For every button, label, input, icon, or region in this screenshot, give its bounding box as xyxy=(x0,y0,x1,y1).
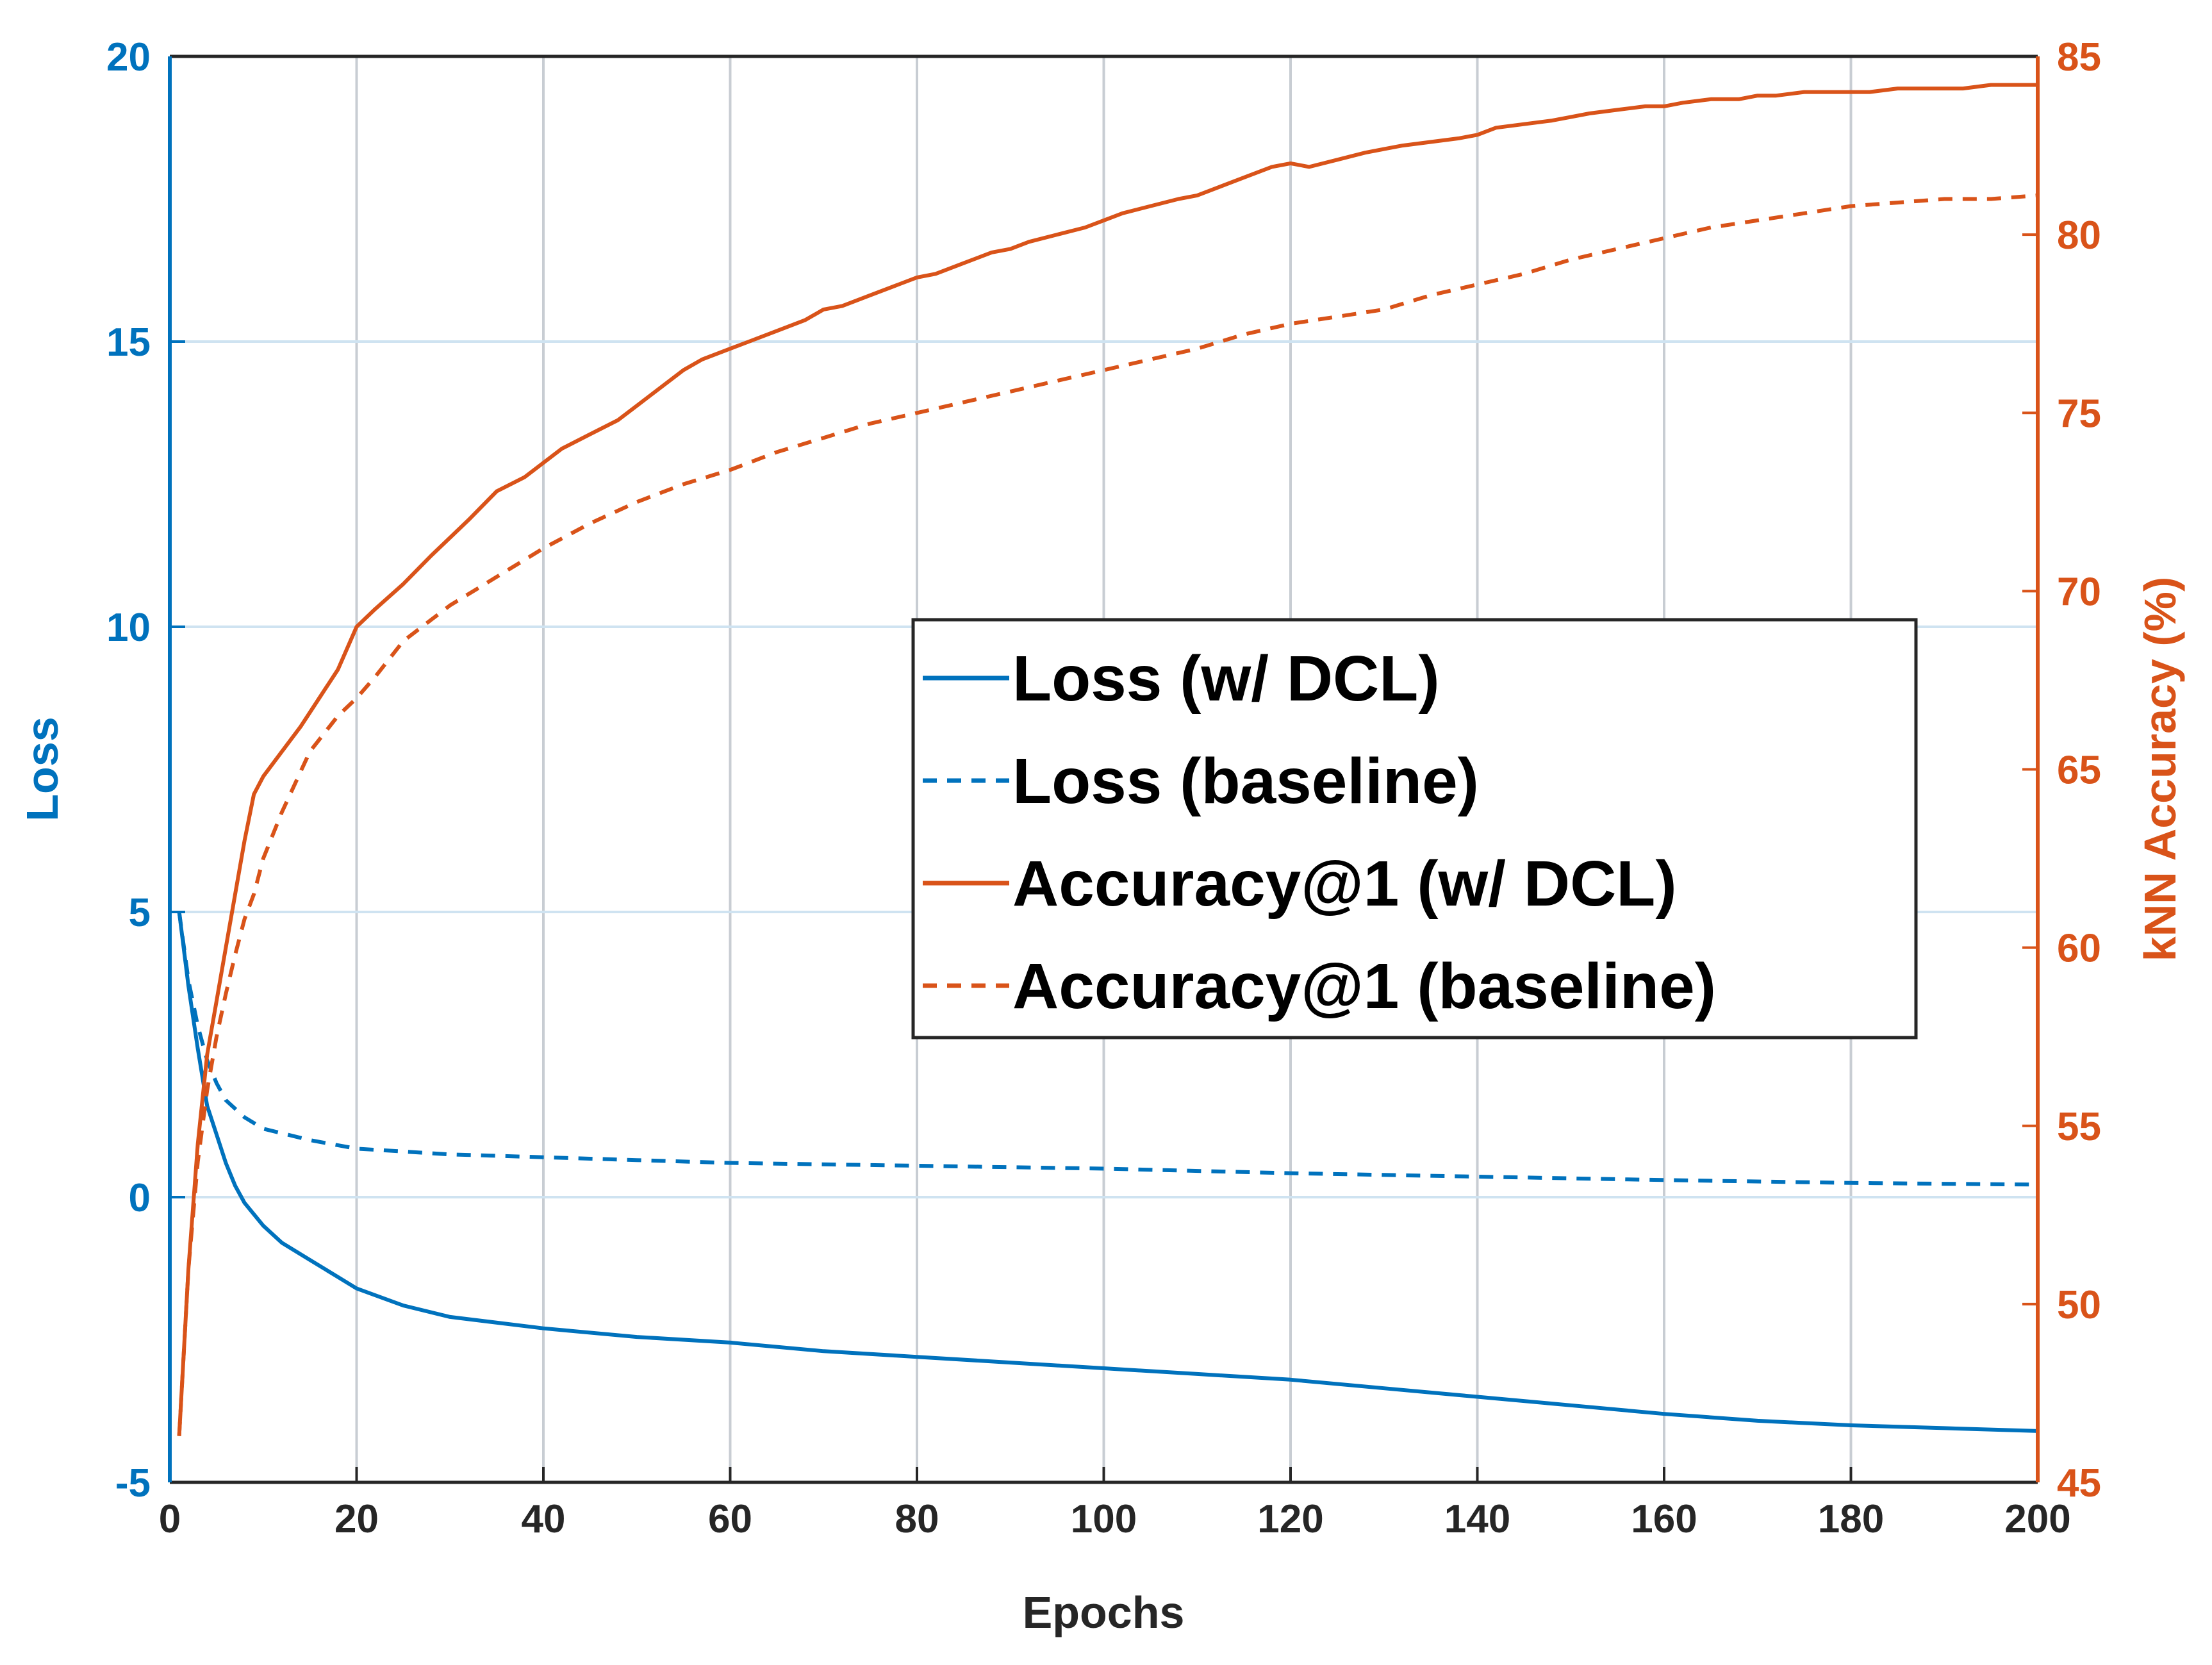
y-right-tick-label: 55 xyxy=(2057,1105,2101,1149)
x-tick-label: 120 xyxy=(1257,1497,1323,1541)
series-loss-dcl xyxy=(177,911,2038,1433)
y-left-tick-label: 20 xyxy=(106,35,151,79)
legend-label-acc-dcl: Accuracy@1 (w/ DCL) xyxy=(1012,848,1677,920)
series-accuracy-dcl xyxy=(177,83,2038,1436)
legend-label-acc-baseline: Accuracy@1 (baseline) xyxy=(1012,950,1716,1022)
series-accuracy-baseline xyxy=(177,193,2038,1436)
tick-labels: 0 20 40 60 80 100 120 140 160 180 200-505101520455… xyxy=(106,35,2101,1541)
y-axis-title-right: kNN Accuracy (%) xyxy=(2135,577,2185,961)
x-tick-label: 160 xyxy=(1631,1497,1697,1541)
x-tick-label: 200 xyxy=(2004,1497,2070,1541)
x-tick-label: 180 xyxy=(1818,1497,1884,1541)
y-left-tick-label: -5 xyxy=(115,1461,151,1505)
y-left-tick-label: 5 xyxy=(129,891,151,935)
x-tick-label: 140 xyxy=(1444,1497,1510,1541)
y-right-tick-label: 80 xyxy=(2057,213,2101,258)
x-tick-label: 100 xyxy=(1071,1497,1137,1541)
axes xyxy=(168,54,2040,1484)
legend-label-loss-baseline: Loss (baseline) xyxy=(1012,745,1479,817)
y-right-tick-label: 85 xyxy=(2057,35,2101,79)
y-right-tick-label: 45 xyxy=(2057,1461,2101,1505)
series-layer xyxy=(177,83,2038,1436)
legend: Loss (w/ DCL) Loss (baseline) Accuracy@1… xyxy=(911,618,1918,1040)
x-tick-label: 20 xyxy=(334,1497,379,1541)
y-axis-title-left: Loss xyxy=(17,717,67,821)
x-tick-label: 80 xyxy=(895,1497,939,1541)
y-left-tick-label: 15 xyxy=(106,320,151,365)
y-right-tick-label: 75 xyxy=(2057,392,2101,436)
y-right-tick-label: 60 xyxy=(2057,927,2101,971)
x-axis-title: Epochs xyxy=(1023,1587,1185,1637)
y-right-tick-label: 65 xyxy=(2057,749,2101,793)
legend-box xyxy=(911,618,1918,1040)
y-right-tick-label: 50 xyxy=(2057,1283,2101,1327)
x-tick-label: 0 xyxy=(159,1497,181,1541)
legend-label-loss-dcl: Loss (w/ DCL) xyxy=(1012,643,1440,715)
y-left-tick-label: 0 xyxy=(129,1176,151,1220)
y-left-tick-label: 10 xyxy=(106,606,151,650)
y-right-tick-label: 70 xyxy=(2057,570,2101,614)
x-tick-label: 40 xyxy=(522,1497,566,1541)
x-tick-label: 60 xyxy=(708,1497,752,1541)
